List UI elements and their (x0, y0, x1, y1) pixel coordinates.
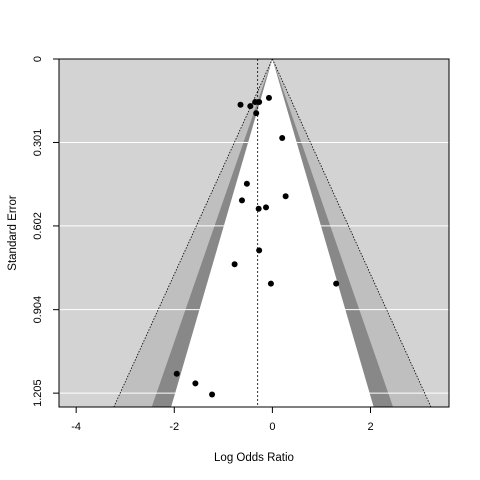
data-point-18 (209, 391, 216, 398)
data-point-11 (263, 204, 270, 211)
data-point-16 (173, 370, 180, 377)
data-point-17 (192, 380, 199, 387)
data-point-3 (256, 98, 263, 105)
data-point-0 (237, 101, 244, 108)
data-point-6 (279, 135, 286, 142)
y-tick-label-0: 0 (32, 56, 44, 62)
x-axis-label: Log Odds Ratio (214, 452, 294, 464)
funnel-edge-right (272, 59, 432, 407)
data-point-8 (238, 197, 245, 204)
y-axis-label: Standard Error (7, 195, 19, 271)
data-point-12 (256, 247, 263, 254)
plot-frame (58, 58, 450, 408)
x-tick-label-0: -4 (71, 421, 81, 433)
data-point-10 (255, 205, 262, 212)
data-point-7 (243, 180, 250, 187)
y-tick-label-3: 0.904 (32, 296, 44, 324)
y-tick-label-1: 0.301 (32, 129, 44, 157)
data-point-9 (282, 193, 289, 200)
data-point-1 (247, 103, 254, 110)
x-tick-label-2: 0 (269, 421, 275, 433)
x-tick-label-1: -2 (169, 421, 179, 433)
contour-region-0-90 (171, 59, 374, 407)
data-point-4 (265, 94, 272, 101)
y-tick-label-2: 0.602 (32, 212, 44, 240)
y-tick-label-4: 1.205 (32, 379, 44, 407)
data-point-5 (253, 110, 260, 117)
data-point-14 (267, 280, 274, 287)
data-point-15 (333, 280, 340, 287)
x-tick-label-3: 2 (367, 421, 373, 433)
data-point-13 (231, 261, 238, 268)
funnel-edge-left (113, 59, 273, 407)
